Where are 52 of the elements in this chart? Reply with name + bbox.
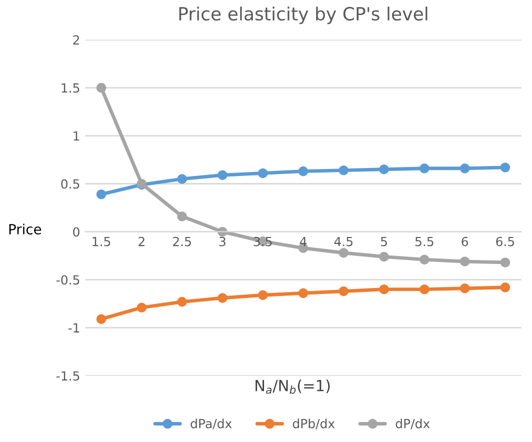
point (500, 258, 510, 268)
x-tick-label: 5 (381, 236, 387, 246)
y-tick-label: 2 (73, 35, 80, 45)
point (500, 282, 510, 292)
y-tick-label: -1 (68, 323, 80, 332)
legend-label: dPa/dx (190, 418, 232, 430)
point (258, 168, 268, 178)
y-tick-label: 1.5 (62, 83, 80, 93)
point (96, 314, 106, 324)
x-tick-label: 5.5 (415, 236, 434, 246)
x-tick-label: 1.5 (92, 236, 110, 246)
y-tick-label: 1 (74, 131, 80, 141)
point (298, 288, 308, 298)
point (96, 189, 106, 200)
point (379, 164, 389, 174)
x-tick-label: 2 (138, 236, 144, 246)
point (338, 165, 348, 176)
y-tick-label: 0 (73, 227, 80, 237)
x-tick-label: 2.5 (173, 236, 191, 246)
x-tick-label: 3 (219, 236, 226, 246)
point (177, 212, 187, 222)
y-tick-label: 0.5 (61, 179, 80, 189)
point (136, 302, 147, 312)
point (500, 162, 510, 172)
point (338, 248, 348, 258)
x-tick-label: 4.5 (334, 236, 352, 246)
point (258, 290, 268, 300)
point (460, 284, 470, 294)
x-tick-label: 4 (300, 236, 307, 246)
y-axis-title: Price (9, 224, 42, 234)
legend-label: dP/dx (396, 418, 430, 430)
point (379, 284, 389, 294)
y-tick-label: -1.5 (56, 371, 80, 381)
point (379, 252, 389, 262)
point (420, 284, 430, 294)
point (218, 170, 228, 180)
point (420, 254, 430, 264)
y-tick-label: -0.5 (56, 275, 80, 285)
point (218, 293, 228, 303)
point (96, 82, 106, 93)
point (298, 166, 308, 176)
point (177, 296, 187, 307)
point (338, 286, 348, 296)
x-axis-title: N$_{a}$/N$_{b}$(=1) (256, 380, 330, 394)
chart-title: Price elasticity by CP's level (179, 6, 428, 24)
legend-label: dPb/dx (292, 418, 335, 430)
point (420, 164, 430, 174)
x-tick-label: 6 (462, 236, 468, 246)
x-tick-label: 6.5 (496, 236, 514, 246)
point (460, 256, 470, 266)
point (177, 174, 187, 184)
point (460, 164, 470, 174)
